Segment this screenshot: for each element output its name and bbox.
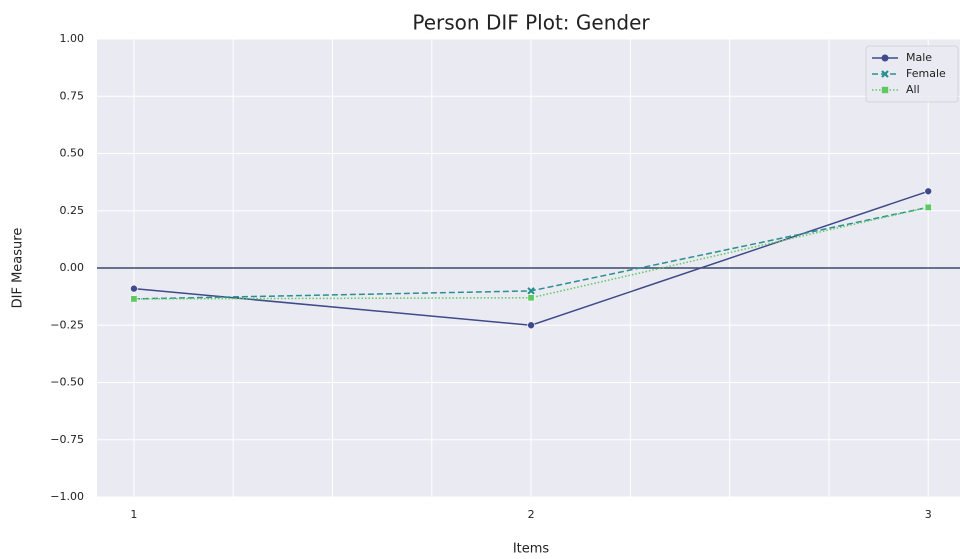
marker	[527, 287, 535, 295]
legend-marker	[881, 86, 889, 94]
legend-marker	[881, 70, 889, 78]
x-tick-label: 3	[925, 508, 932, 521]
y-tick-label: 0.75	[60, 89, 85, 102]
series-line	[133, 206, 929, 300]
legend-label: Male	[906, 51, 932, 64]
legend-box	[865, 45, 959, 103]
y-tick-label: 0.00	[60, 261, 85, 274]
marker	[924, 203, 932, 211]
marker	[527, 294, 535, 302]
legend-label: Female	[906, 67, 946, 80]
y-tick-label: 1.00	[60, 32, 85, 45]
chart-title: Person DIF Plot: Gender	[412, 11, 650, 35]
marker	[130, 295, 138, 303]
legend-label: All	[906, 83, 920, 96]
x-axis-label: Items	[513, 542, 550, 557]
x-tick-label: 1	[130, 508, 137, 521]
y-tick-label: −1.00	[50, 490, 84, 503]
x-tick-label: 2	[528, 508, 535, 521]
legend-marker	[881, 54, 889, 62]
y-tick-label: 0.50	[60, 147, 85, 160]
y-axis-label: DIF Measure	[11, 228, 26, 309]
marker	[924, 187, 933, 196]
y-tick-label: −0.50	[50, 376, 84, 389]
y-tick-label: −0.75	[50, 433, 84, 446]
marker	[527, 321, 535, 330]
y-tick-label: −0.25	[50, 318, 84, 331]
y-tick-label: 0.25	[60, 204, 85, 217]
marker	[130, 284, 138, 293]
